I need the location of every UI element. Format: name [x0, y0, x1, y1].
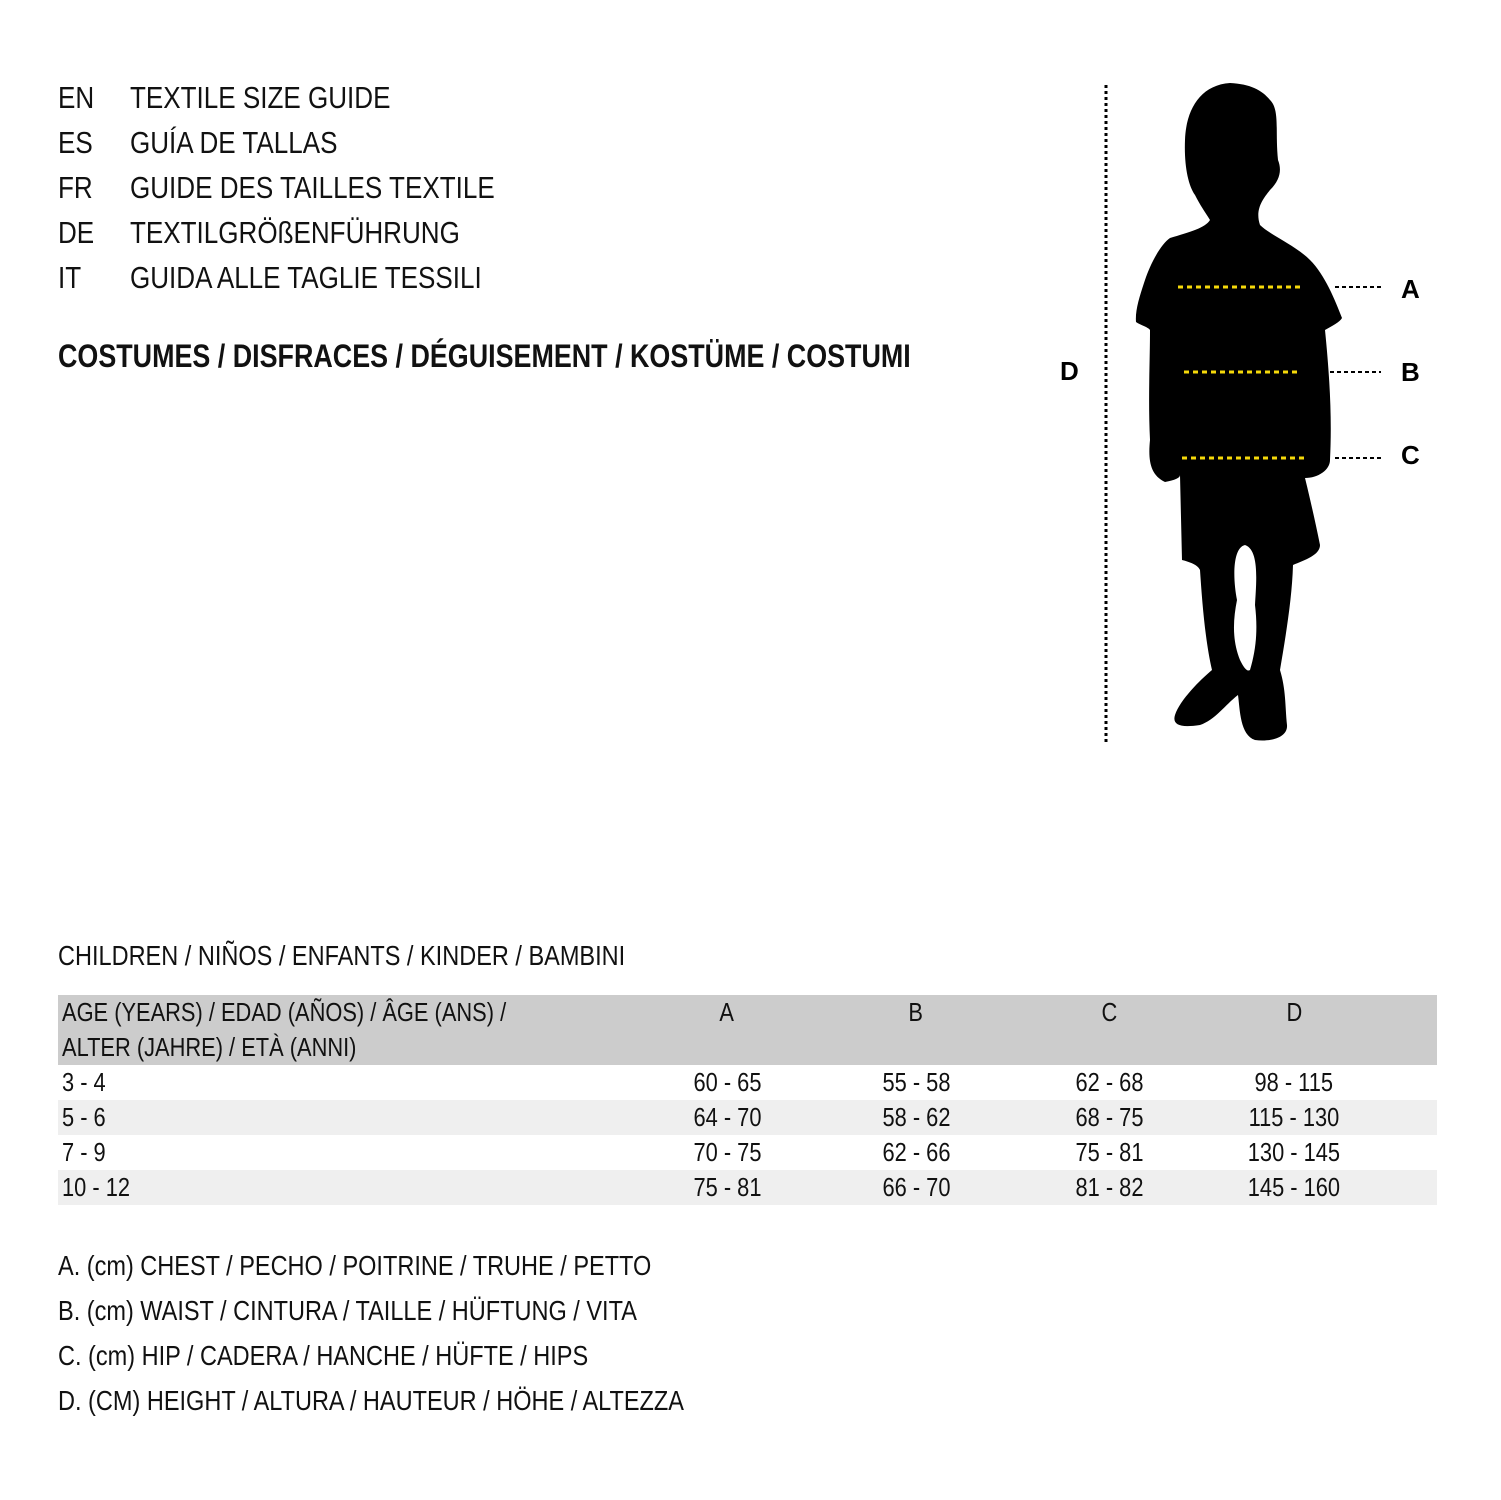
label-c: C — [1401, 440, 1420, 470]
c-cell: 81 - 82 — [1074, 1172, 1143, 1202]
d-cell: 98 - 115 — [1254, 1067, 1334, 1097]
c-cell: 62 - 68 — [1074, 1067, 1143, 1097]
label-b: B — [1401, 357, 1420, 387]
b-cell: 66 - 70 — [881, 1172, 950, 1202]
guide-title: TEXTILGRÖßENFÜHRUNG — [130, 215, 460, 250]
section-heading: CHILDREN / NIÑOS / ENFANTS / KINDER / BA… — [58, 940, 733, 972]
column-header-d: D — [1286, 997, 1302, 1027]
table-row: 5 - 6 64 - 70 58 - 62 68 - 75 115 - 130 — [58, 1100, 1437, 1135]
b-cell: 55 - 58 — [881, 1067, 950, 1097]
category-text: COSTUMES / DISFRACES / DÉGUISEMENT / KOS… — [58, 338, 911, 374]
a-cell: 75 - 81 — [692, 1172, 761, 1202]
leg-gap — [1233, 545, 1257, 671]
column-header-c: C — [1101, 997, 1117, 1027]
spacer — [1380, 1170, 1437, 1205]
size-table: AGE (YEARS) / EDAD (AÑOS) / ÂGE (ANS) / … — [58, 995, 1437, 1205]
legend-height: D. (CM) HEIGHT / ALTURA / HAUTEUR / HÖHE… — [58, 1385, 684, 1416]
age-cell: 3 - 4 — [62, 1067, 106, 1097]
lang-code: DE — [58, 215, 95, 250]
label-d: D — [1060, 356, 1079, 386]
age-column-header: AGE (YEARS) / EDAD (AÑOS) / ÂGE (ANS) / … — [58, 995, 632, 1065]
age-cell: 5 - 6 — [62, 1102, 106, 1132]
header-line: AGE (YEARS) / EDAD (AÑOS) / ÂGE (ANS) / — [62, 997, 507, 1027]
a-cell: 70 - 75 — [692, 1137, 761, 1167]
age-cell: 10 - 12 — [62, 1172, 131, 1202]
table-header-row: AGE (YEARS) / EDAD (AÑOS) / ÂGE (ANS) / … — [58, 995, 1437, 1065]
column-header-b: B — [908, 997, 924, 1027]
age-cell: 7 - 9 — [62, 1137, 106, 1167]
spacer — [1380, 1100, 1437, 1135]
table-row: 10 - 12 75 - 81 66 - 70 81 - 82 145 - 16… — [58, 1170, 1437, 1205]
lang-code: EN — [58, 80, 95, 115]
label-a: A — [1401, 274, 1420, 304]
a-cell: 64 - 70 — [692, 1102, 761, 1132]
a-cell: 60 - 65 — [692, 1067, 761, 1097]
guide-title: GUIDE DES TAILLES TEXTILE — [130, 170, 495, 205]
guide-title: GUIDA ALLE TAGLIE TESSILI — [130, 260, 482, 295]
b-cell: 58 - 62 — [881, 1102, 950, 1132]
header-line: ALTER (JAHRE) / ETÀ (ANNI) — [62, 1032, 357, 1062]
d-cell: 145 - 160 — [1247, 1172, 1341, 1202]
legend-chest: A. (cm) CHEST / PECHO / POITRINE / TRUHE… — [58, 1250, 652, 1281]
spacer — [1380, 1065, 1437, 1100]
child-silhouette-figure: A B C D — [1060, 83, 1420, 742]
child-silhouette — [1135, 83, 1342, 741]
d-cell: 130 - 145 — [1247, 1137, 1341, 1167]
table-row: 7 - 9 70 - 75 62 - 66 75 - 81 130 - 145 — [58, 1135, 1437, 1170]
spacer — [1380, 995, 1437, 1065]
guide-title: GUÍA DE TALLAS — [130, 125, 338, 160]
guide-title: TEXTILE SIZE GUIDE — [130, 80, 391, 115]
spacer — [1380, 1135, 1437, 1170]
legend-hip: C. (cm) HIP / CADERA / HANCHE / HÜFTE / … — [58, 1340, 589, 1371]
legend-waist: B. (cm) WAIST / CINTURA / TAILLE / HÜFTU… — [58, 1295, 637, 1326]
d-cell: 115 - 130 — [1248, 1102, 1340, 1132]
category-heading: COSTUMES / DISFRACES / DÉGUISEMENT / KOS… — [58, 338, 1073, 375]
column-header-a: A — [719, 997, 735, 1027]
b-cell: 62 - 66 — [881, 1137, 950, 1167]
c-cell: 68 - 75 — [1074, 1102, 1143, 1132]
lang-code: FR — [58, 170, 93, 205]
section-text: CHILDREN / NIÑOS / ENFANTS / KINDER / BA… — [58, 940, 626, 971]
c-cell: 75 - 81 — [1074, 1137, 1143, 1167]
table-row: 3 - 4 60 - 65 55 - 58 62 - 68 98 - 115 — [58, 1065, 1437, 1100]
lang-code: ES — [58, 125, 93, 160]
lang-code: IT — [58, 260, 82, 295]
